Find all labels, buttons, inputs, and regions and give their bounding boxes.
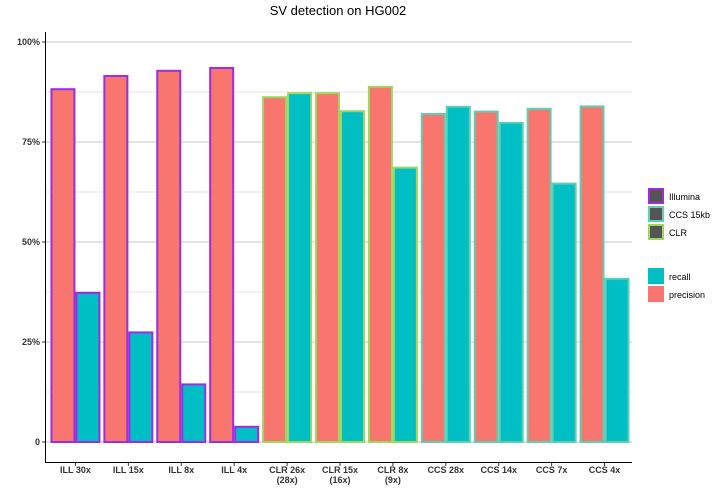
bar-precision — [579, 105, 605, 444]
x-tick-label: CCS 28x — [428, 465, 465, 475]
bar-precision — [50, 88, 76, 443]
bar-precision — [315, 92, 340, 443]
legend: Illumina CCS 15kb CLR recall precision — [648, 188, 710, 302]
x-tick-label: CLR 15x — [322, 465, 358, 475]
bar-precision — [262, 96, 288, 443]
legend-label: Illumina — [669, 192, 700, 202]
x-tick-label: CLR 8x — [377, 465, 408, 475]
bar-precision — [103, 75, 129, 443]
y-axis-ticks: 0 25% 50% 75% 100% — [17, 37, 45, 447]
x-tick-label: CCS 7x — [536, 465, 568, 475]
chart-title: SV detection on HG002 — [270, 3, 407, 18]
bar-precision — [473, 110, 499, 443]
y-tick-label: 75% — [22, 137, 40, 147]
bar-precision — [526, 107, 552, 444]
legend-label: CLR — [669, 228, 688, 238]
bar-recall — [75, 291, 101, 443]
bar-precision — [156, 69, 182, 444]
y-tick-label: 50% — [22, 237, 40, 247]
legend-label: CCS 15kb — [669, 210, 710, 220]
x-tick-label: ILL 8x — [168, 465, 194, 475]
x-tick-label: ILL 15x — [113, 465, 144, 475]
bar-recall — [340, 110, 365, 443]
y-tick-label: 100% — [17, 37, 40, 47]
bar-recall — [234, 425, 260, 443]
bar-recall — [551, 182, 577, 443]
bar-recall — [498, 121, 524, 444]
x-tick-label: (28x) — [277, 475, 298, 485]
bar-recall — [287, 92, 313, 443]
legend-key-outline — [648, 188, 664, 204]
bar-recall — [604, 277, 630, 443]
bar-precision — [367, 85, 393, 444]
bar-precision — [209, 67, 235, 443]
x-tick-label: CCS 14x — [480, 465, 517, 475]
x-tick-label: ILL 4x — [221, 465, 247, 475]
x-tick-label: CLR 26x — [269, 465, 305, 475]
x-tick-label: (9x) — [385, 475, 401, 485]
bar-recall — [181, 383, 207, 443]
bars — [50, 67, 630, 444]
legend-key-recall — [648, 268, 664, 284]
x-tick-label: ILL 30x — [60, 465, 91, 475]
legend-key-outline — [648, 224, 664, 240]
legend-label: precision — [669, 290, 705, 300]
bar-recall — [128, 331, 154, 443]
x-tick-label: (16x) — [329, 475, 350, 485]
legend-label: recall — [669, 272, 691, 282]
x-axis-ticks: ILL 30x ILL 15x ILL 8x ILL 4x CLR 26x(28x) CL… — [60, 463, 620, 485]
y-tick-label: 25% — [22, 337, 40, 347]
bar-precision — [420, 113, 446, 443]
legend-key-precision — [648, 286, 664, 302]
bar-recall — [445, 105, 471, 444]
x-tick-label: CCS 4x — [589, 465, 621, 475]
y-tick-label: 0 — [35, 437, 40, 447]
legend-key-outline — [648, 206, 664, 222]
bar-recall — [392, 166, 418, 443]
